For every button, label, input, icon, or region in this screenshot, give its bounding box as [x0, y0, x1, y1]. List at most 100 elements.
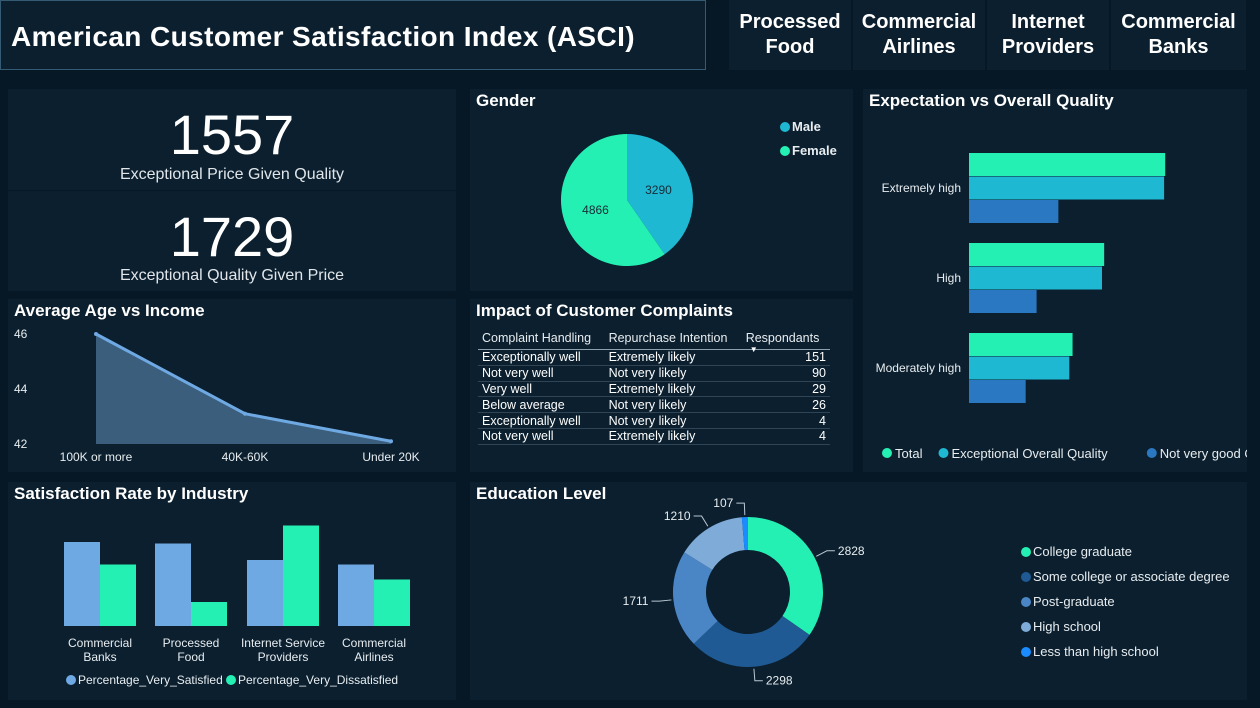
data-label: 3290	[645, 183, 672, 197]
table-cell: 26	[741, 396, 830, 414]
bar-total-high	[969, 243, 1105, 266]
table-cell: Very well	[478, 381, 605, 398]
legend-marker	[66, 675, 76, 685]
legend-label: Less than high school	[1033, 644, 1159, 659]
legend-marker	[1021, 597, 1031, 607]
legend-marker	[1021, 622, 1031, 632]
x-tick-label: Airlines	[354, 650, 393, 664]
table-cell: Not very likely	[604, 365, 742, 382]
table-row: Not very well Extremely likely 4	[478, 428, 830, 445]
x-tick-label: Providers	[258, 650, 309, 664]
nav-label-line2: Food	[765, 36, 815, 58]
table-header-row: Complaint Handling Repurchase Intention …	[478, 329, 830, 354]
bar-percentage-very-satisfied-commercial-banks	[64, 542, 100, 626]
nav-label-line2: Airlines	[882, 36, 956, 58]
expectation-bar-chart: Extremely high High Moderately high Total Ex…	[876, 153, 1247, 461]
legend-marker	[226, 675, 236, 685]
legend-marker	[1021, 647, 1031, 657]
bar-exceptional-overall-quality-extremely-high	[969, 176, 1165, 200]
legend-marker	[1146, 448, 1157, 458]
table-cell: Not very likely	[604, 412, 742, 429]
nav-button-processed-food[interactable]: Processed Food	[729, 0, 851, 70]
kpi-card-quality-given-price: 1729 Exceptional Quality Given Price	[8, 191, 456, 291]
kpi-card-price-given-quality: 1557 Exceptional Price Given Quality	[8, 89, 456, 190]
y-tick-label: 42	[14, 437, 28, 451]
kpi-label: Exceptional Quality Given Price	[119, 267, 345, 284]
sort-descending-icon[interactable]: ▼	[749, 345, 758, 354]
leader-line	[651, 599, 672, 602]
donut-slice-post-graduate	[673, 552, 718, 644]
legend-label: Male	[792, 119, 821, 134]
category-label: High	[936, 271, 961, 285]
legend-label: Total	[895, 446, 923, 461]
nav-label-line2: Providers	[1001, 36, 1095, 58]
y-tick-label: 44	[14, 382, 28, 396]
donut-slice-some-college-or-associate-degree	[693, 616, 810, 667]
dashboard-title-box: American Customer Satisfaction Index (AS…	[0, 0, 706, 70]
data-label: 1711	[623, 594, 649, 608]
legend-label: Not very good OQ	[1160, 446, 1247, 461]
legend-label: Post-graduate	[1033, 594, 1115, 609]
gender-pie-chart: 3290 4866 Male Female	[561, 119, 837, 266]
bar-exceptional-overall-quality-high	[969, 266, 1102, 290]
education-panel: Education Level 2828 2298 1711 1210 107 Colle…	[470, 482, 1247, 700]
data-label: 2828	[838, 544, 865, 558]
x-tick-label: Commercial	[68, 636, 132, 650]
column-header-repurchase-intention[interactable]: Repurchase Intention	[604, 329, 742, 350]
data-label: 1210	[664, 509, 691, 523]
x-tick-label: 100K or more	[60, 450, 133, 464]
donut-slice-high-school	[684, 517, 745, 570]
legend-marker	[882, 448, 892, 458]
nav-button-commercial-banks[interactable]: Commercial Banks	[1111, 0, 1246, 70]
data-label: 2298	[766, 674, 793, 688]
data-label: 4866	[582, 203, 609, 217]
expectation-title: Expectation vs Overall Quality	[869, 91, 1114, 110]
table-cell: Extremely likely	[604, 428, 742, 445]
table-cell: Exceptionally well	[478, 349, 605, 366]
legend-label: High school	[1033, 619, 1101, 634]
industry-title: Satisfaction Rate by Industry	[14, 484, 249, 503]
table-row: Below average Not very likely 26	[478, 396, 830, 414]
x-tick-label: Processed	[163, 636, 220, 650]
nav-label-line1: Commercial	[861, 11, 977, 33]
table-cell: Exceptionally well	[478, 412, 605, 429]
table-cell: Not very likely	[604, 396, 742, 414]
legend-label: Exceptional Overall Quality	[952, 446, 1109, 461]
pie-slice-female	[561, 134, 665, 266]
kpi-value: 1557	[169, 103, 295, 166]
legend-marker	[1021, 572, 1031, 582]
column-header-complaint-handling[interactable]: Complaint Handling	[478, 329, 605, 350]
x-tick-label: Under 20K	[362, 450, 419, 464]
age-income-panel: Average Age vs Income 42 44 46 100K or more…	[8, 299, 456, 472]
legend-label: Percentage_Very_Satisfied	[78, 673, 223, 687]
table-cell: Not very well	[478, 428, 605, 445]
legend-label: Female	[792, 143, 837, 158]
x-tick-label: Food	[177, 650, 204, 664]
data-point	[94, 332, 98, 336]
pie-slice-male	[627, 134, 693, 255]
bar-percentage-very-dissatisfied-processed-food	[191, 602, 227, 626]
bar-not-very-good-oq-extremely-high	[969, 200, 1059, 223]
legend-marker	[938, 448, 949, 458]
column-header-label: Respondants	[745, 331, 820, 345]
bar-not-very-good-oq-moderately-high	[969, 380, 1026, 403]
complaints-title: Impact of Customer Complaints	[476, 301, 733, 320]
nav-button-commercial-airlines[interactable]: Commercial Airlines	[853, 0, 985, 70]
table-cell: 4	[741, 428, 830, 445]
expectation-panel: Expectation vs Overall Quality Extremely…	[863, 89, 1247, 472]
leader-line	[736, 502, 746, 516]
x-tick-label: Commercial	[342, 636, 406, 650]
bar-percentage-very-satisfied-processed-food	[155, 543, 191, 626]
column-header-respondants[interactable]: Respondants ▼	[741, 329, 830, 354]
complaints-panel: Impact of Customer Complaints Complaint …	[470, 299, 853, 472]
table-row: Very well Extremely likely 29	[478, 381, 830, 398]
bar-percentage-very-dissatisfied-commercial-airlines	[374, 579, 410, 626]
leader-line	[816, 550, 835, 557]
nav-label-line1: Internet	[1011, 11, 1085, 33]
nav-button-internet-providers[interactable]: Internet Providers	[987, 0, 1109, 70]
bar-not-very-good-oq-high	[969, 290, 1037, 313]
dashboard-title: American Customer Satisfaction Index (AS…	[11, 21, 635, 52]
bar-total-extremely-high	[969, 153, 1166, 176]
data-point	[243, 411, 247, 416]
